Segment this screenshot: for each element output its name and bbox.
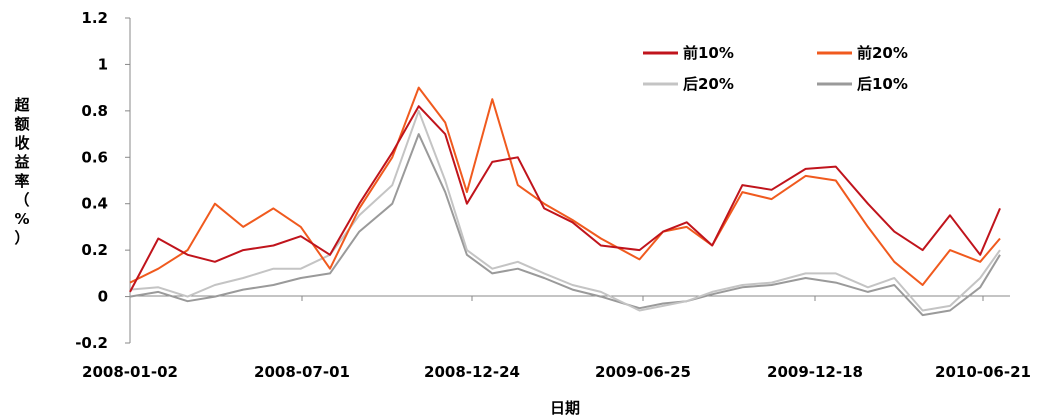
y-tick-label: 0.2	[81, 241, 108, 259]
x-tick-labels: 2008-01-02 2008-07-01 2008-12-24 2009-06-25…	[82, 296, 1031, 381]
legend-label: 前20%	[857, 44, 908, 62]
y-axis-title-text: 超额收益率（%）	[13, 96, 30, 247]
x-axis-title: 日期	[550, 399, 580, 417]
y-tick-label: 1.2	[81, 9, 108, 27]
y-axis-title-char: 收	[14, 134, 29, 152]
legend: 前10% 前20% 后20% 后10%	[643, 44, 908, 93]
y-tick-label: 1	[98, 55, 108, 73]
y-axis-title: 超额收益率（%）	[13, 96, 30, 247]
y-tick-labels: -0.2 0 0.2 0.4 0.6 0.8 1 1.2	[75, 9, 130, 352]
x-tick-label: 2010-06-21	[935, 363, 1031, 381]
x-tick-label: 2009-06-25	[595, 363, 691, 381]
legend-label: 后10%	[857, 75, 908, 93]
x-tick-label: 2008-07-01	[254, 363, 350, 381]
y-axis-title-char: 超	[13, 96, 30, 114]
y-axis-title-char: %	[14, 210, 29, 228]
legend-label: 前10%	[683, 44, 734, 62]
y-tick-label: -0.2	[75, 334, 108, 352]
y-axis-title-char: 益	[14, 153, 29, 171]
y-axis-title-char: （	[14, 191, 29, 209]
series-line-3	[129, 109, 1001, 312]
series-line-4	[129, 133, 1001, 317]
x-tick-label: 2009-12-18	[767, 363, 863, 381]
y-axis-title-char: ）	[14, 229, 29, 247]
y-tick-label: 0.4	[81, 195, 108, 213]
series-line-1	[129, 105, 1001, 293]
x-tick-label: 2008-12-24	[424, 363, 520, 381]
y-tick-label: 0.6	[81, 148, 108, 166]
y-axis-title-char: 额	[14, 115, 29, 133]
legend-label: 后20%	[683, 75, 734, 93]
y-tick-label: 0.8	[81, 102, 108, 120]
y-tick-label: 0	[98, 288, 108, 306]
series-line-2	[129, 86, 1001, 286]
y-axis-title-char: 率	[14, 172, 29, 190]
series-lines	[129, 86, 1001, 317]
x-tick-label: 2008-01-02	[82, 363, 178, 381]
